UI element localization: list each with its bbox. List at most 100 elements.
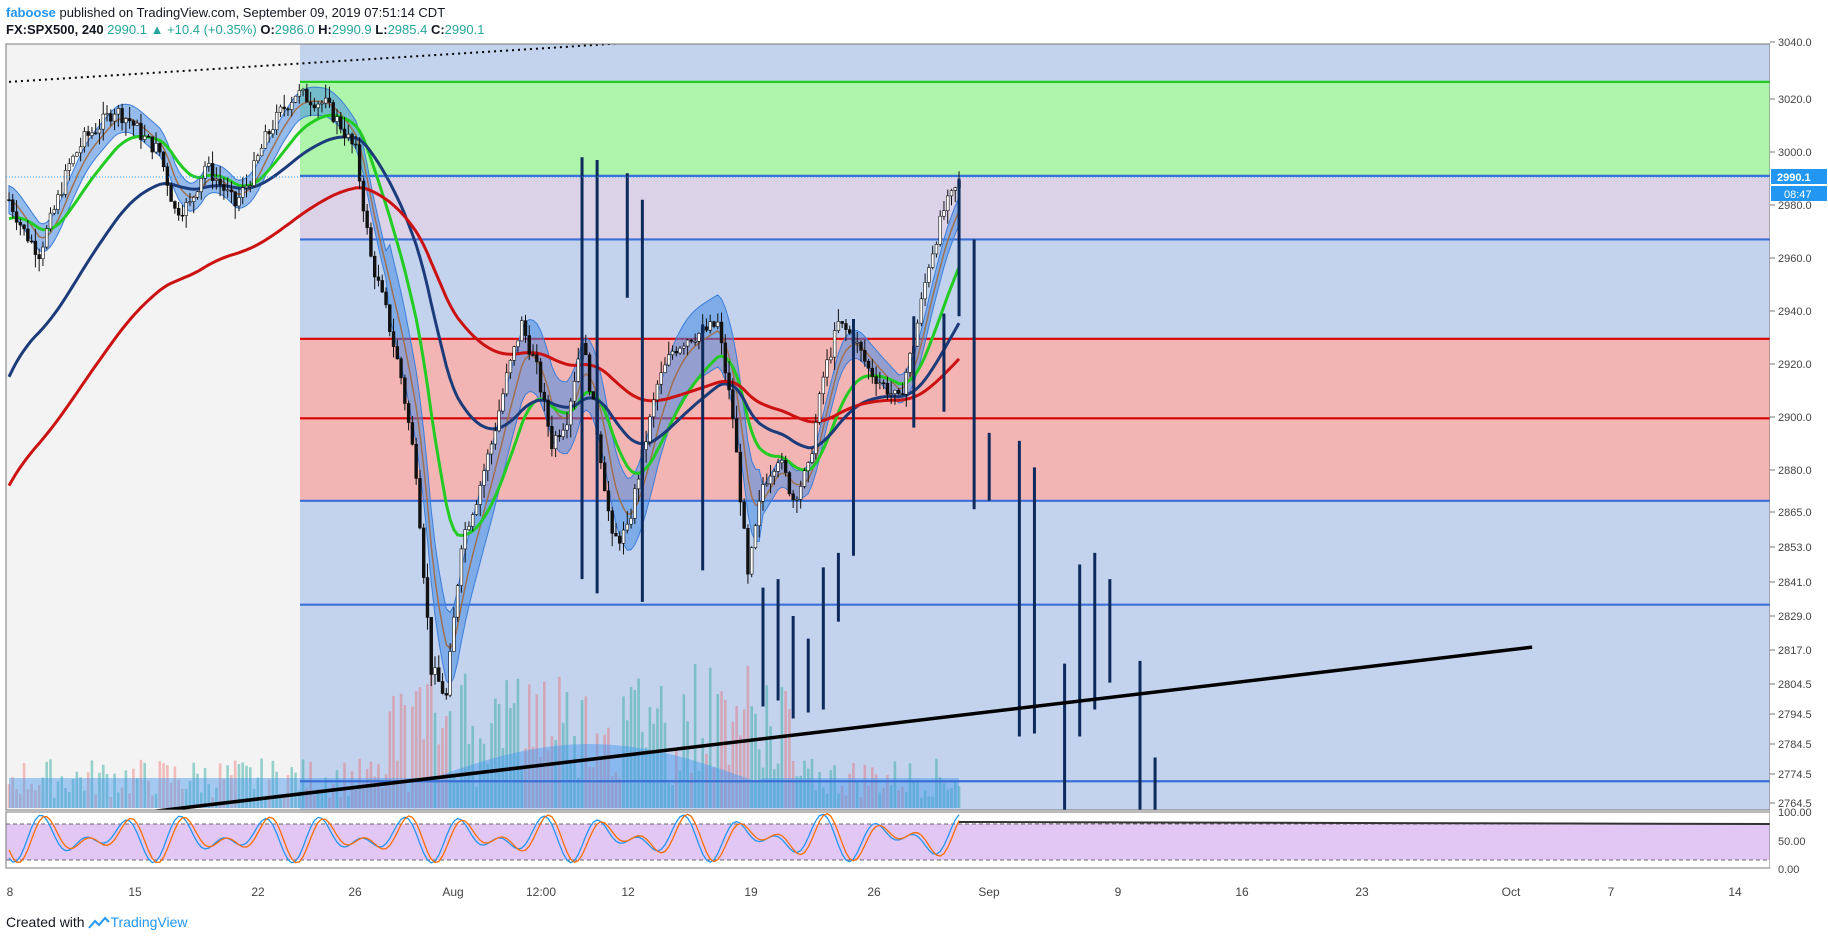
candle-body bbox=[535, 354, 539, 363]
volume-bar bbox=[859, 797, 863, 808]
volume-bar bbox=[667, 782, 671, 808]
candle-body bbox=[52, 209, 56, 214]
time-axis[interactable]: 8 15 22 26 Aug 12:00 12 19 26 Sep 9 16 23 Oct 7 14 bbox=[6, 867, 1770, 899]
y-tick-label: 2900.0 bbox=[1778, 412, 1812, 424]
volume-bar bbox=[199, 792, 203, 808]
candle-body bbox=[143, 135, 147, 140]
volume-bar bbox=[524, 748, 527, 808]
candle-body bbox=[712, 321, 716, 327]
volume-bar bbox=[173, 766, 177, 808]
volume-bar bbox=[878, 792, 882, 808]
volume-bar bbox=[644, 747, 648, 808]
candle-body bbox=[844, 323, 848, 330]
volume-bar bbox=[935, 758, 938, 808]
volume-bar bbox=[286, 774, 290, 808]
volume-bar bbox=[494, 698, 497, 808]
candle-body bbox=[301, 89, 305, 91]
candle-body bbox=[565, 424, 569, 431]
candle-body bbox=[829, 356, 833, 361]
zone-purple bbox=[300, 175, 1770, 240]
volume-bar bbox=[264, 797, 267, 808]
volume-bar bbox=[124, 770, 128, 808]
volume-bar bbox=[362, 783, 365, 808]
volume-bar bbox=[893, 761, 897, 808]
y-tick-label: 3000.0 bbox=[1778, 147, 1812, 159]
up-arrow-icon: ▲ bbox=[150, 22, 164, 37]
stoch-k bbox=[8, 813, 960, 864]
candle-body bbox=[459, 548, 464, 586]
high-value: 2990.9 bbox=[331, 22, 372, 37]
candle-body bbox=[199, 178, 203, 193]
candle-body bbox=[452, 616, 456, 652]
candle-body bbox=[188, 201, 192, 203]
trendline bbox=[150, 645, 1533, 810]
candle-body bbox=[7, 199, 11, 201]
volume-bar bbox=[852, 763, 855, 808]
candle-body bbox=[572, 381, 577, 402]
stochastic-pane[interactable] bbox=[5, 811, 1771, 869]
countdown-box bbox=[1771, 186, 1827, 201]
candle-body bbox=[550, 426, 554, 450]
price-axis[interactable]: 3040.0 3020.0 3000.0 2980.0 2960.0 2940.0 2920… bbox=[1770, 37, 1828, 868]
volume-bar bbox=[245, 765, 248, 808]
author-link[interactable]: faboose bbox=[6, 5, 56, 20]
volume-bar bbox=[950, 788, 953, 808]
candle-body bbox=[930, 253, 935, 268]
volume-bar bbox=[463, 673, 467, 808]
volume-bar bbox=[166, 765, 169, 808]
volume-bar bbox=[158, 761, 162, 808]
candle-body bbox=[131, 120, 136, 126]
volume-bar bbox=[886, 774, 889, 808]
volume-bar bbox=[279, 795, 282, 808]
candle-body bbox=[919, 298, 924, 324]
candle-body bbox=[810, 453, 814, 463]
x-tick-label: Aug bbox=[442, 885, 463, 899]
tradingview-link[interactable]: TradingView bbox=[110, 914, 188, 930]
volume-bar bbox=[331, 784, 335, 808]
main-pane[interactable] bbox=[6, 42, 1770, 816]
volume-bar bbox=[693, 663, 697, 808]
candle-body bbox=[561, 429, 565, 438]
candle-body bbox=[727, 372, 731, 391]
volume-bar bbox=[690, 772, 693, 808]
symbol-label[interactable]: FX:SPX500, 240 bbox=[6, 22, 104, 37]
y-tick-label: 3040.0 bbox=[1778, 37, 1812, 49]
volume-bar bbox=[724, 699, 727, 808]
candle-body bbox=[863, 350, 867, 362]
candle-body bbox=[399, 358, 403, 379]
volume-bar bbox=[652, 723, 655, 808]
candle-body bbox=[749, 547, 754, 575]
candles bbox=[7, 83, 961, 700]
candle-body bbox=[731, 389, 735, 419]
candle-body bbox=[923, 282, 927, 300]
candle-body bbox=[455, 585, 460, 618]
volume-bar bbox=[101, 764, 105, 808]
volume-bar bbox=[309, 761, 312, 808]
candle-body bbox=[527, 335, 531, 355]
volume-bar bbox=[818, 772, 821, 808]
candle-body bbox=[173, 201, 177, 209]
stoch-axis[interactable]: 100.00 50.00 0.00 bbox=[1778, 807, 1812, 876]
zone-green bbox=[300, 81, 1770, 176]
volume-bar bbox=[445, 716, 448, 808]
y-tick-label: 2880.0 bbox=[1778, 465, 1812, 477]
volume-bar bbox=[233, 760, 237, 808]
volume-bar bbox=[697, 771, 701, 808]
volume-bar bbox=[712, 767, 716, 808]
candle-body bbox=[154, 143, 158, 153]
volume-bar bbox=[83, 790, 86, 808]
volume-bar bbox=[384, 774, 388, 808]
volume-bar bbox=[256, 777, 260, 808]
last-price: 2990.1 bbox=[107, 22, 147, 37]
candle-body bbox=[817, 393, 822, 423]
volume-bar bbox=[135, 778, 139, 808]
candle-body bbox=[101, 113, 105, 130]
candle-body bbox=[881, 382, 886, 385]
volume-bar bbox=[196, 773, 199, 808]
candle-body bbox=[697, 333, 701, 342]
volume-bar bbox=[380, 787, 384, 808]
volume-bar bbox=[467, 744, 471, 808]
stoch-tick-label: 100.00 bbox=[1778, 807, 1812, 819]
candle-body bbox=[765, 483, 769, 486]
